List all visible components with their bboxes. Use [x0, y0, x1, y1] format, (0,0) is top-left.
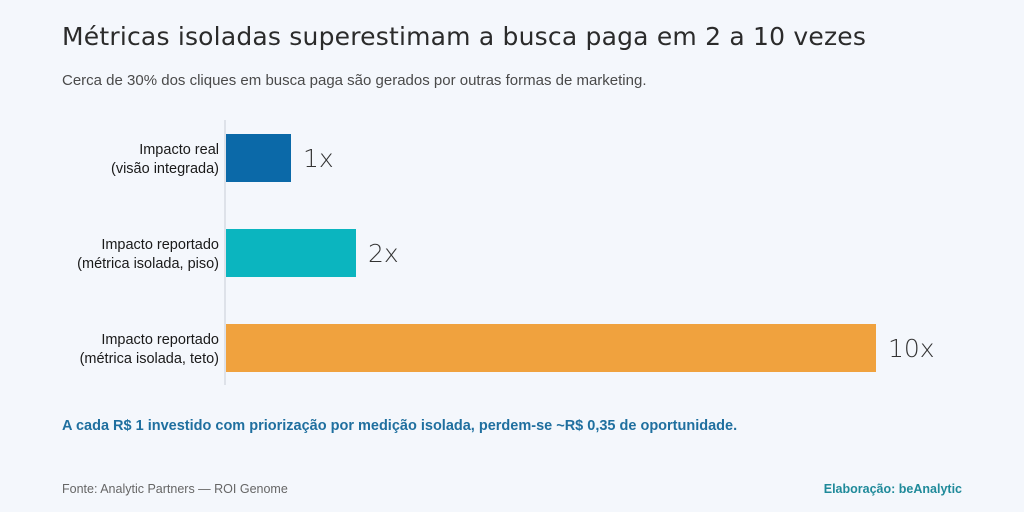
credit-text: Elaboração: beAnalytic [823, 482, 962, 496]
chart-subtitle: Cerca de 30% dos cliques em busca paga s… [62, 72, 647, 89]
bar-chart: 1x Impacto real (visão integrada) 2x Impacto… [77, 120, 935, 385]
bar-1 [226, 134, 291, 182]
chart-title: Métricas isoladas superestimam a busca p… [62, 22, 867, 51]
bar-value-label-3: 10x [888, 334, 935, 363]
bar-value-label-1: 1x [303, 144, 334, 173]
category-label-2: Impacto reportado (métrica isolada, piso) [77, 237, 219, 272]
source-text: Fonte: Analytic Partners — ROI Genome [62, 482, 288, 496]
insight-note: A cada R$ 1 investido com priorização po… [62, 418, 738, 434]
category-label-1: Impacto real (visão integrada) [111, 142, 219, 177]
bar-3 [226, 324, 876, 372]
bar-value-label-2: 2x [368, 239, 399, 268]
category-label-3: Impacto reportado (métrica isolada, teto) [80, 332, 219, 367]
bar-2 [226, 229, 356, 277]
